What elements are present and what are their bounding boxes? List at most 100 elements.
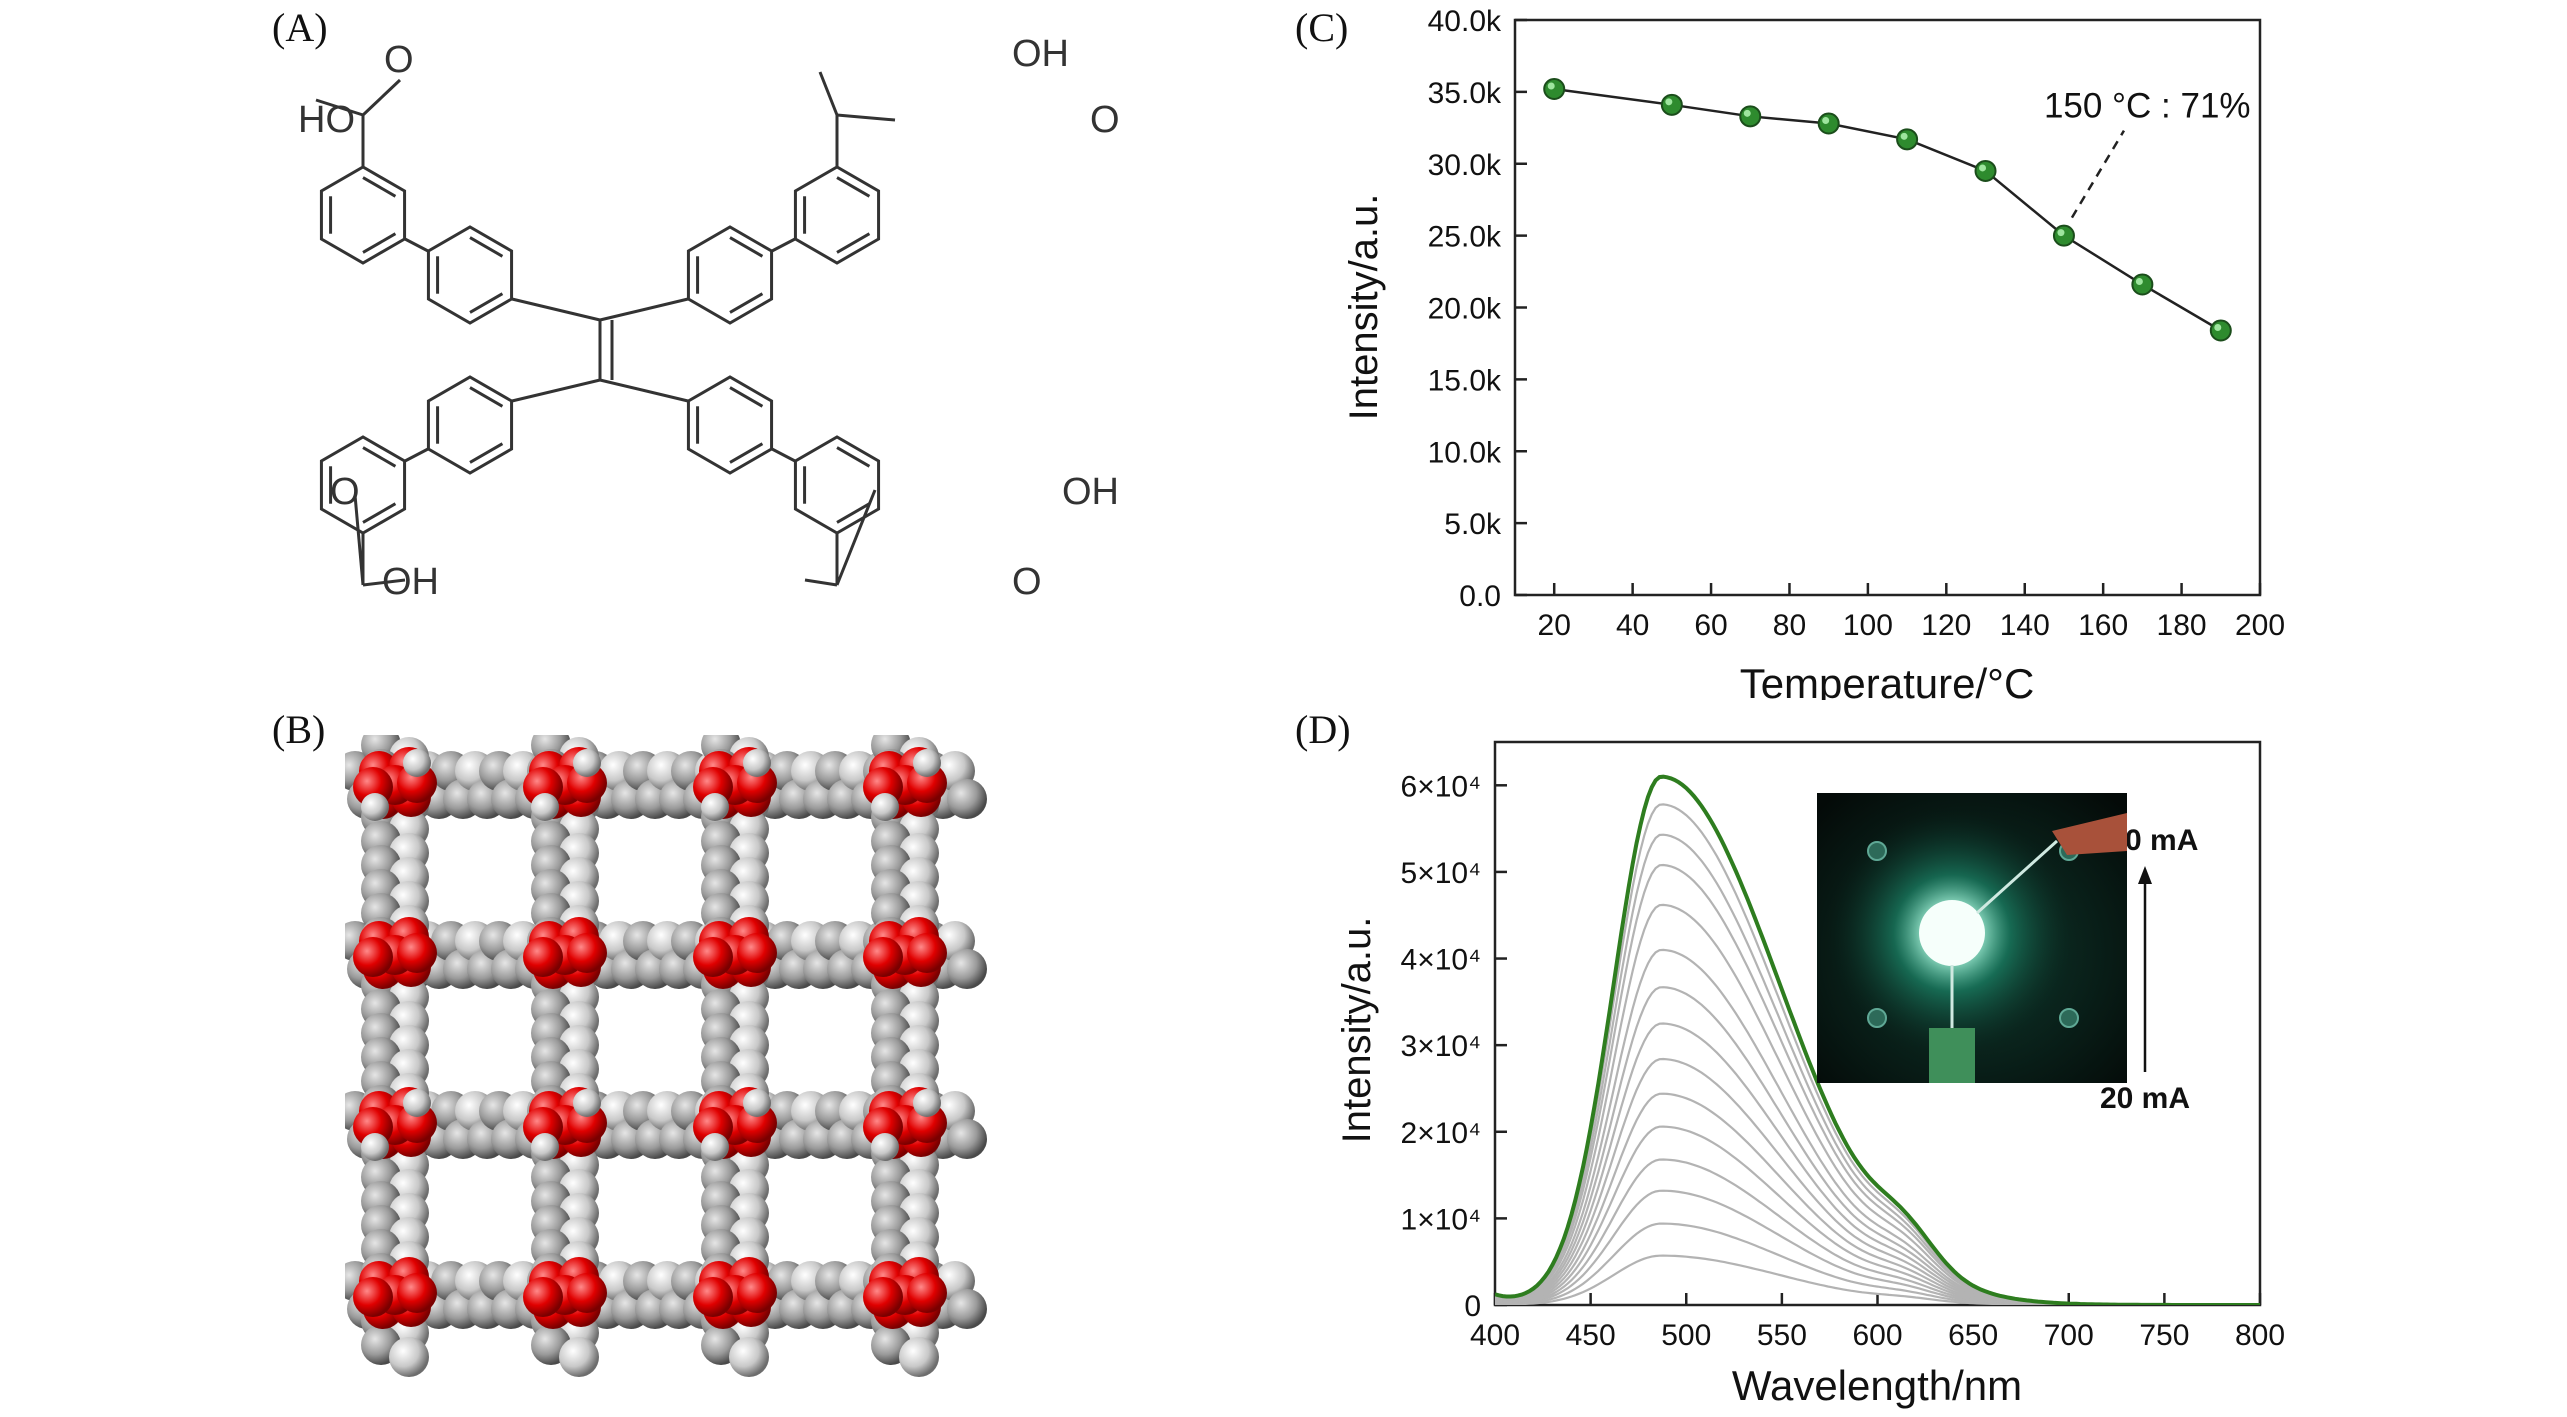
benzene-ring-7 <box>686 375 774 475</box>
chart-c-x-tick-label: 120 <box>1921 609 1971 642</box>
benzene-ring-4-double-bond <box>836 232 871 254</box>
chem-bond-1 <box>771 237 796 253</box>
chart-c-x-tick-label: 180 <box>2157 609 2207 642</box>
benzene-ring-6-double-bond <box>362 446 397 468</box>
chart-d-x-tick-label: 750 <box>2139 1319 2189 1352</box>
atom-sphere-51 <box>947 779 987 819</box>
atom-sphere-504 <box>737 1103 777 1143</box>
chart-c-data-point-highlight-2 <box>1743 109 1751 117</box>
chart-d-x-tick-label: 550 <box>1757 1319 1807 1352</box>
panel-label-b: (B) <box>272 707 326 752</box>
atom-sphere-457 <box>353 937 393 977</box>
chart-c-x-tick-label: 80 <box>1773 609 1806 642</box>
chem-bond-10 <box>315 98 364 117</box>
atom-sphere-543 <box>907 1273 947 1313</box>
chart-c-x-tick-label: 40 <box>1616 609 1649 642</box>
benzene-ring-3 <box>686 225 774 325</box>
atom-sphere-505 <box>701 1133 729 1161</box>
led-photo-stand <box>1929 1028 1975 1083</box>
chart-c-x-tick-label: 140 <box>2000 609 2050 642</box>
group-label-oh-bottom-left: OH <box>382 561 439 603</box>
chart-c-x-tick-label: 200 <box>2235 609 2285 642</box>
chart-c-data-point-highlight-8 <box>2214 324 2222 331</box>
chart-c-data-point-7 <box>2131 273 2154 296</box>
atom-sphere-515 <box>913 1089 941 1117</box>
chart-c-y-tick-label: 10.0k <box>1428 436 1502 469</box>
atom-sphere-440 <box>737 763 777 803</box>
atom-sphere-422 <box>397 763 437 803</box>
spectrum-curve-0 <box>1495 1254 2260 1305</box>
benzene-ring-1 <box>319 165 407 265</box>
chem-bond-14 <box>836 113 896 122</box>
benzene-ring-7-double-bond <box>729 386 764 408</box>
atom-sphere-363 <box>729 1337 769 1377</box>
group-label-oh-top-right: OH <box>1012 33 1069 75</box>
chart-c-x-tick-label: 160 <box>2078 609 2128 642</box>
atom-sphere-488 <box>403 1089 431 1117</box>
chart-d-y-tick-label: 5×10⁴ <box>1401 857 1481 890</box>
atom-sphere-528 <box>523 1277 563 1317</box>
chart-c-y-tick-label: 40.0k <box>1428 5 1502 38</box>
atom-sphere-506 <box>743 1089 771 1117</box>
atom-sphere-535 <box>693 1277 733 1317</box>
chart-c-data-point-highlight-1 <box>1665 98 1673 106</box>
chart-d-y-tick-label: 2×10⁴ <box>1401 1117 1481 1150</box>
atom-sphere-259 <box>389 1337 429 1377</box>
panel-label-d: (D) <box>1295 707 1351 752</box>
chem-bond-11 <box>361 78 402 117</box>
chart-c-data-point-2 <box>1739 105 1762 128</box>
chart-d-x-tick-label: 450 <box>1566 1319 1616 1352</box>
crystal-packing-image <box>345 735 987 1377</box>
chart-c-y-tick-label: 35.0k <box>1428 77 1502 110</box>
chart-d-y-tick-label: 0 <box>1464 1290 1481 1323</box>
atom-sphere-465 <box>567 933 607 973</box>
chart-c-x-tick-label: 60 <box>1694 609 1727 642</box>
chart-c-y-tick-label: 20.0k <box>1428 293 1502 326</box>
chart-c-x-axis-label: Temperature/°C <box>1740 660 2035 700</box>
atom-sphere-521 <box>353 1277 393 1317</box>
chart-c-y-tick-label: 5.0k <box>1444 508 1502 541</box>
atom-sphere-464 <box>523 937 563 977</box>
atom-sphere-486 <box>397 1103 437 1143</box>
chart-c-data-point-highlight-6 <box>2057 229 2065 237</box>
benzene-ring-8-double-bond <box>836 502 871 524</box>
atom-sphere-458 <box>397 933 437 973</box>
atom-sphere-529 <box>567 1273 607 1313</box>
chem-bond-3 <box>771 447 796 463</box>
molecule-structure: HO OH O O O O OH OH <box>298 33 1120 603</box>
chart-d-x-tick-label: 600 <box>1852 1319 1902 1352</box>
chart-d-x-tick-label: 800 <box>2235 1319 2285 1352</box>
chart-c-y-tick-label: 0.0 <box>1459 580 1501 613</box>
chem-bond-2 <box>404 447 429 463</box>
group-label-oh-bottom-right: OH <box>1062 471 1119 513</box>
chart-c-y-tick-label: 15.0k <box>1428 364 1502 397</box>
chart-c-data-point-highlight-0 <box>1547 82 1555 90</box>
chart-c-x-tick-label: 100 <box>1843 609 1893 642</box>
chart-c-data-point-6 <box>2052 224 2075 247</box>
chart-c-annotation: 150 °C : 71% <box>2044 87 2251 126</box>
spectrum-curve-140ma <box>1495 774 2260 1305</box>
benzene-ring-2 <box>426 225 514 325</box>
benzene-ring-2-double-bond <box>469 236 504 258</box>
atom-sphere-497 <box>573 1089 601 1117</box>
panel-label-c: (C) <box>1295 5 1349 50</box>
atom-sphere-103 <box>947 949 987 989</box>
spectrum-curve-2 <box>1495 1189 2260 1305</box>
benzene-ring-7-double-bond <box>729 442 764 464</box>
atom-sphere-487 <box>361 1133 389 1161</box>
chem-bond-16 <box>353 494 365 586</box>
benzene-ring-2-double-bond <box>469 292 504 314</box>
chart-c-data-point-highlight-4 <box>1900 132 1908 140</box>
atom-sphere-472 <box>737 933 777 973</box>
benzene-ring-6-double-bond <box>362 502 397 524</box>
atom-sphere-424 <box>403 749 431 777</box>
atom-sphere-451 <box>913 749 941 777</box>
atom-sphere-431 <box>567 763 607 803</box>
group-label-o-top-left: O <box>384 39 414 81</box>
atom-sphere-432 <box>531 793 559 821</box>
benzene-ring-8 <box>793 435 881 535</box>
chart-c-data-point-highlight-3 <box>1822 117 1830 124</box>
chem-bond-7 <box>599 378 689 403</box>
chem-bond-6 <box>511 378 601 403</box>
chem-bond-4 <box>511 297 601 322</box>
